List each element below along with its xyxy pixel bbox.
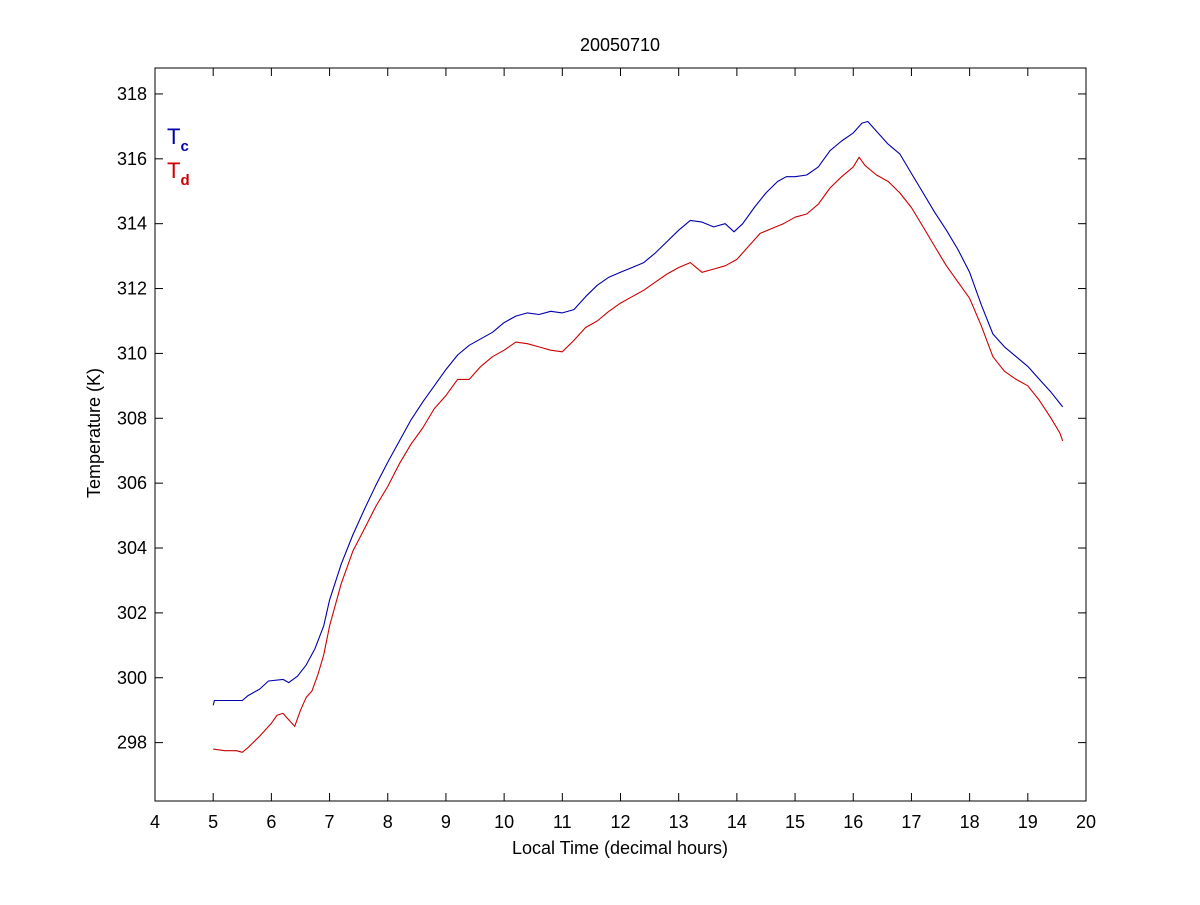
plot-area	[212, 120, 1064, 753]
y-tick-label: 298	[117, 733, 147, 753]
legend-entry-td: Td	[167, 158, 190, 189]
x-tick-label: 6	[266, 812, 276, 832]
series-line-tc	[212, 120, 1064, 706]
x-tick-label: 8	[383, 812, 393, 832]
x-tick-label: 13	[669, 812, 689, 832]
y-tick-label: 314	[117, 214, 147, 234]
legend-td-subscript: d	[180, 172, 189, 189]
chart-title: 20050710	[580, 35, 660, 55]
x-tick-label: 5	[208, 812, 218, 832]
y-tick-label: 306	[117, 473, 147, 493]
y-tick-label: 312	[117, 279, 147, 299]
x-tick-label: 11	[553, 812, 572, 832]
x-tick-label: 18	[960, 812, 980, 832]
y-tick-label: 302	[117, 603, 147, 623]
x-tick-label: 20	[1076, 812, 1096, 832]
x-tick-label: 9	[441, 812, 451, 832]
x-axis-label: Local Time (decimal hours)	[512, 838, 728, 858]
x-tick-label: 12	[610, 812, 630, 832]
y-tick-label: 308	[117, 408, 147, 428]
x-tick-label: 7	[325, 812, 335, 832]
y-tick-label: 310	[117, 343, 147, 363]
legend-td-symbol: T	[167, 158, 180, 183]
x-tick-label: 15	[785, 812, 805, 832]
x-tick-label: 19	[1018, 812, 1038, 832]
x-tick-label: 10	[494, 812, 514, 832]
series-line-td	[213, 156, 1064, 753]
axis-ticks: 4 5 6 7 8 9 10 11 12 13 14 15 16 17 18 19 20 298 300 302 304…	[117, 68, 1096, 832]
x-tick-label: 16	[843, 812, 863, 832]
plot-frame	[154, 67, 1087, 802]
legend-entry-tc: Tc	[167, 124, 189, 155]
legend: Tc Td	[167, 124, 190, 189]
legend-tc-subscript: c	[180, 138, 188, 155]
x-tick-label: 4	[150, 812, 160, 832]
y-axis-label: Temperature (K)	[84, 368, 104, 498]
legend-tc-symbol: T	[167, 124, 180, 149]
y-tick-label: 318	[117, 84, 147, 104]
y-tick-label: 304	[117, 538, 147, 558]
y-tick-label: 316	[117, 149, 147, 169]
x-tick-label: 14	[727, 812, 747, 832]
x-tick-label: 17	[901, 812, 921, 832]
y-tick-label: 300	[117, 668, 147, 688]
